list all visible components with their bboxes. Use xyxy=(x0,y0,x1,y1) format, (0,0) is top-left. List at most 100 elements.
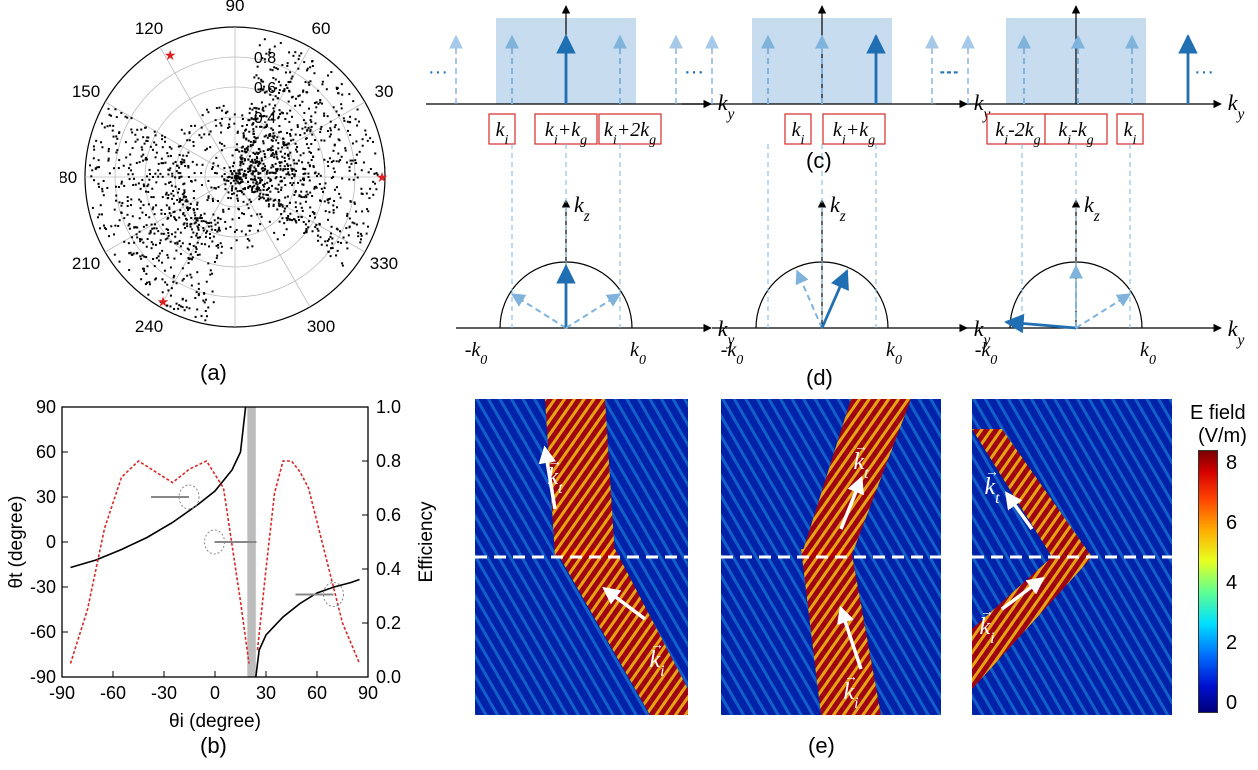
order-label-box xyxy=(1044,113,1108,145)
y2-axis-label: Efficiency xyxy=(416,501,437,582)
x-axis-label: θi (degree) xyxy=(169,711,261,732)
red-star-marker: ★ xyxy=(164,47,177,63)
vector-accent: → xyxy=(650,636,664,652)
wavevector-arrow xyxy=(1075,293,1132,329)
beam xyxy=(972,557,1092,689)
polar-radial-label: 0.4 xyxy=(254,110,276,127)
vector-accent: → xyxy=(985,463,999,479)
colorbar-title-line2: (V/m) xyxy=(1198,425,1247,447)
wavevector-arrow xyxy=(820,269,849,329)
colorbar-tick-label: 2 xyxy=(1226,632,1238,654)
y-tick-label: 60 xyxy=(36,442,56,462)
efficiency-curve xyxy=(69,459,250,664)
wavevector-diagrams: ky······kiki+kgki+2kgkzky-k0k0ky······ki… xyxy=(426,5,1245,368)
polar-angle-label: 120 xyxy=(135,19,163,38)
wavevector-arrow xyxy=(565,293,622,329)
y2-tick-label: 1.0 xyxy=(376,397,401,417)
wavevector-arrow xyxy=(795,269,823,329)
k0-label: k0 xyxy=(886,339,902,368)
wavevector-arrow xyxy=(1000,576,1045,611)
y2-tick-label: 0.8 xyxy=(376,451,401,471)
continuation-dots: ··· xyxy=(428,61,448,83)
theta-t-curve xyxy=(70,406,247,569)
panel-label-c: (c) xyxy=(806,148,832,173)
y2-tick-label: 0.0 xyxy=(376,667,401,687)
indicator-circle xyxy=(178,484,200,510)
continuation-dots: ··· xyxy=(684,61,704,83)
neg-k0-label: -k0 xyxy=(721,339,744,368)
wavevector-arrow xyxy=(1004,491,1034,531)
colorbar-tick-label: 0 xyxy=(1226,692,1238,714)
order-label-box xyxy=(822,113,886,145)
neg-k0-label: -k0 xyxy=(975,339,998,368)
indicator-circle xyxy=(323,582,344,607)
polar-radial-label: 0.6 xyxy=(254,80,276,97)
polar-angle-label: 30 xyxy=(374,82,393,101)
neg-k0-label: -k0 xyxy=(465,339,488,368)
beam xyxy=(555,549,688,715)
continuation-dots: ··· xyxy=(938,61,958,83)
polar-spoke xyxy=(234,176,311,308)
beam xyxy=(972,429,1092,557)
polar-spoke xyxy=(234,176,366,253)
order-label-box xyxy=(784,113,812,145)
y-axis-label: θt (degree) xyxy=(6,496,27,589)
y2-tick-label: 0.2 xyxy=(376,613,401,633)
y-tick-label: 90 xyxy=(36,397,56,417)
continuation-dots: ··· xyxy=(940,61,960,83)
polar-spoke xyxy=(104,101,236,178)
field-map-1: kt → ki → xyxy=(475,399,688,715)
x-tick-label: 90 xyxy=(358,683,378,703)
polar-angle-label: 300 xyxy=(307,317,335,336)
y-tick-label: -60 xyxy=(30,622,56,642)
order-label-box xyxy=(986,113,1050,145)
continuation-dots: ··· xyxy=(684,61,704,83)
panel-label-b: (b) xyxy=(200,733,227,758)
order-label: ki-2kg xyxy=(995,119,1040,148)
wavevector-arrow xyxy=(602,586,647,621)
kz-label: kz xyxy=(830,192,846,225)
polar-angle-label: 180 xyxy=(60,168,77,187)
panel-label-e: (e) xyxy=(808,733,835,758)
vector-accent: → xyxy=(844,668,858,684)
wavevector-arrow xyxy=(538,445,557,510)
y-tick-label: 30 xyxy=(36,487,56,507)
ky-label: ky xyxy=(1228,90,1245,123)
vector-accent: → xyxy=(548,453,562,469)
polar-angle-label: 60 xyxy=(312,19,331,38)
x-tick-label: -60 xyxy=(100,683,126,703)
polar-angle-label: 330 xyxy=(370,254,398,273)
polar-scatter-plot: 90603003303002702402101801501200.80.60.4… xyxy=(60,0,398,336)
k0-label: k0 xyxy=(630,339,646,368)
ky-label: ky xyxy=(718,90,735,123)
ky-label-lower: ky xyxy=(1228,316,1245,349)
panel-label-a: (a) xyxy=(200,360,227,385)
red-star-marker: ★ xyxy=(157,294,170,310)
efficiency-curve xyxy=(256,460,361,664)
kz-label: kz xyxy=(1084,192,1100,225)
vector-accent: → xyxy=(854,438,868,454)
colorbar-tick-label: 6 xyxy=(1226,512,1238,534)
colorbar-title-line1: E field xyxy=(1190,402,1246,424)
theta-efficiency-chart: -90 -60 -30 0 30 60 90 90 60 30 0 -30 -60 -90 1.0 0.8 0.… xyxy=(6,397,437,732)
polar-angle-label: 240 xyxy=(135,317,163,336)
x-tick-label: 30 xyxy=(256,683,276,703)
wavevector-arrow xyxy=(837,605,863,670)
beam xyxy=(545,399,615,557)
colorbar-title: E field (V/m) xyxy=(1190,402,1247,448)
wavevector-arrow xyxy=(510,293,567,329)
x-tick-label: 0 xyxy=(210,683,220,703)
x-tick-label: 60 xyxy=(307,683,327,703)
field-map-2: kt → ki → xyxy=(721,399,941,715)
wavevector-arrow xyxy=(839,475,864,530)
beam xyxy=(801,549,881,715)
y2-tick-label: 0.4 xyxy=(376,559,401,579)
polar-spoke xyxy=(104,176,236,253)
colorbar xyxy=(1198,450,1218,713)
panel-label-d: (d) xyxy=(806,365,833,390)
order-label-box xyxy=(598,113,662,145)
colorbar-tick-label: 8 xyxy=(1226,452,1238,474)
polar-angle-label: 210 xyxy=(72,254,100,273)
kz-label: kz xyxy=(574,192,590,225)
y-tick-label: -90 xyxy=(30,667,56,687)
